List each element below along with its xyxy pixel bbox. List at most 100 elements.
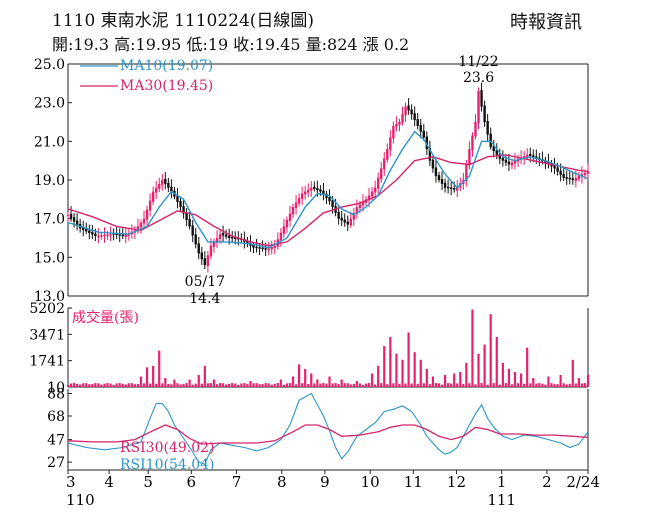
volume-bar (456, 383, 459, 387)
volume-bar (200, 383, 203, 387)
candle-body (446, 186, 450, 189)
volume-bar (398, 383, 401, 387)
volume-bar (136, 383, 140, 387)
candle-body (355, 207, 359, 214)
volume-bar (231, 383, 234, 387)
volume-bar (243, 383, 246, 387)
volume-bar (358, 383, 362, 387)
volume-bar (450, 383, 453, 387)
candle-body (507, 161, 511, 165)
candle-body (504, 159, 508, 163)
volume-bar (240, 383, 243, 387)
volume-bar (529, 383, 532, 387)
volume-bar (288, 383, 292, 387)
candle-body (565, 177, 568, 179)
volume-bar (252, 383, 255, 387)
candle-body (300, 193, 304, 200)
volume-tick-label: 10 (47, 380, 65, 396)
time-tick-label: 8 (277, 473, 287, 491)
candle-body (109, 234, 112, 236)
volume-bar (158, 350, 161, 387)
volume-bar (249, 381, 252, 387)
annotation-high-value: 23.6 (463, 70, 494, 86)
volume-bar (389, 336, 392, 387)
annotation-low-value: 14.4 (189, 291, 220, 307)
candle-body (577, 176, 581, 180)
candle-body (535, 156, 538, 159)
candle-body (437, 175, 441, 180)
legend-ma10: MA10(19.07) (120, 58, 213, 74)
candle-body (547, 161, 550, 165)
candle-body (331, 200, 334, 208)
volume-bar (337, 384, 340, 387)
volume-bar (85, 383, 88, 387)
candle-body (583, 172, 587, 176)
volume-bar (291, 376, 295, 387)
rsi-panel: 88 68 47 27 RSI30(49.02)RSI10(54.04) (47, 387, 589, 473)
candle-body (212, 241, 216, 247)
volume-bar (316, 379, 319, 387)
volume-bar (380, 383, 383, 387)
volume-bar (188, 379, 191, 387)
volume-bar (173, 379, 176, 387)
candle-body (440, 179, 444, 184)
volume-bar (428, 384, 431, 387)
volume-bar (185, 383, 188, 387)
annotation-high-date: 11/22 (458, 54, 498, 70)
volume-bar (79, 384, 82, 387)
candle-body (449, 187, 453, 190)
candle-body (307, 189, 310, 193)
volume-bar (443, 374, 447, 387)
volume-bar (377, 365, 380, 387)
volume-bar (319, 383, 322, 387)
volume-bar (538, 383, 541, 387)
volume-bar (574, 383, 577, 387)
volume-bar (313, 383, 316, 387)
volume-bar (404, 383, 407, 387)
volume-bar (325, 383, 328, 387)
candle-body (310, 187, 313, 191)
volume-bar (355, 381, 358, 387)
candle-body (434, 167, 438, 177)
candle-body (489, 133, 492, 148)
volume-bar (76, 383, 79, 387)
volume-bar (513, 371, 517, 387)
volume-bar (179, 384, 182, 387)
volume-bar (447, 383, 450, 387)
year-label: 111 (487, 491, 516, 509)
candle-body (358, 204, 362, 209)
candle-body (486, 121, 489, 135)
volume-bar (486, 384, 489, 387)
candle-body (279, 232, 283, 241)
candle-body (179, 200, 182, 208)
volume-bar (477, 353, 480, 387)
volume-label: 量: (305, 35, 328, 54)
change-label: 漲 (362, 35, 379, 54)
price-panel: 25.0 23.0 21.0 19.0 17.0 15.0 13.0 MA10(19.07) M… (34, 54, 590, 307)
volume-bar (462, 383, 465, 387)
volume-bar (88, 384, 91, 387)
candle-body (164, 179, 167, 184)
volume-bar (370, 373, 374, 387)
candle-body (91, 232, 94, 235)
candle-body (559, 170, 562, 175)
candle-body (115, 233, 118, 236)
volume-bar (346, 383, 349, 387)
volume-bar (504, 383, 507, 387)
volume-bar (215, 384, 219, 387)
candle-body (191, 225, 194, 236)
candle-body (69, 213, 73, 219)
volume-bar (571, 359, 574, 387)
candle-body (118, 234, 121, 236)
candle-body (376, 178, 380, 189)
volume-bar (270, 384, 273, 387)
volume-bar (304, 368, 307, 387)
volume-bar (112, 384, 115, 387)
candle-body (419, 124, 422, 132)
candle-body (291, 207, 295, 215)
price-tick-label: 21.0 (34, 134, 65, 150)
candle-body (72, 217, 76, 222)
volume-bar (203, 365, 206, 387)
candle-body (568, 177, 571, 180)
source-label: 時報資訊 (510, 12, 582, 33)
